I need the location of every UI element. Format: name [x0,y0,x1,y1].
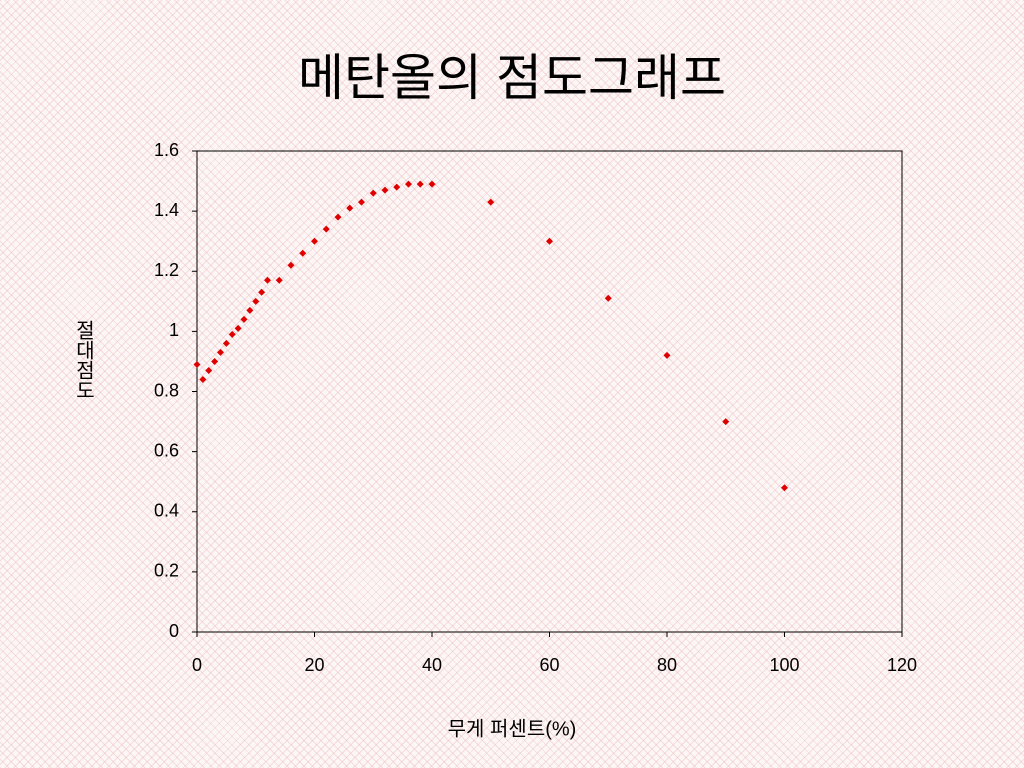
data-point [275,276,283,284]
data-point [287,261,295,269]
data-point [358,198,365,206]
y-tick-label: 0.4 [154,501,179,521]
data-point [604,294,612,302]
data-point [546,237,553,245]
data-point [217,348,224,356]
x-axis-label: 무게 퍼센트(%) [448,717,577,740]
data-point [199,375,207,383]
data-point [369,189,377,197]
y-tick-label: 0.6 [154,440,179,460]
y-tick-label: 1.6 [154,140,179,160]
data-point [405,180,412,188]
chart-title: 메탄올의 점도그래프 [298,50,726,106]
data-point [393,183,401,191]
x-tick-label: 0 [192,655,202,675]
data-point [381,186,389,194]
y-tick-label: 1.4 [154,200,179,220]
data-point [205,366,213,374]
y-tick-label: 0.8 [154,380,179,400]
y-axis-label: 절대점도 [72,320,94,400]
plot-frame [196,150,903,633]
data-point [222,339,230,347]
data-point [428,180,436,188]
data-point [240,315,248,323]
x-tick-label: 40 [422,655,442,675]
x-tick-label: 120 [887,655,917,675]
data-point [234,324,242,332]
x-tick-label: 100 [769,655,799,675]
data-point [334,213,342,221]
data-point [487,198,495,206]
y-tick-label: 1.2 [154,260,179,280]
data-point [252,297,260,305]
data-point [346,204,354,212]
x-tick-label: 60 [539,655,559,675]
data-point [211,357,219,365]
data-point [258,288,266,296]
y-tick-label: 0 [169,621,179,641]
y-tick-label: 0.2 [154,561,179,581]
data-point [193,360,201,368]
data-point [416,180,424,188]
x-tick-label: 80 [657,655,677,675]
data-point [264,276,271,284]
data-point [322,225,330,233]
data-point [311,237,318,245]
y-tick-label: 1 [169,320,179,340]
data-point [663,351,671,359]
data-point [246,306,254,314]
x-tick-label: 20 [304,655,324,675]
data-point [722,418,730,426]
data-point [781,484,788,492]
data-point [299,249,307,257]
data-point [228,330,236,338]
